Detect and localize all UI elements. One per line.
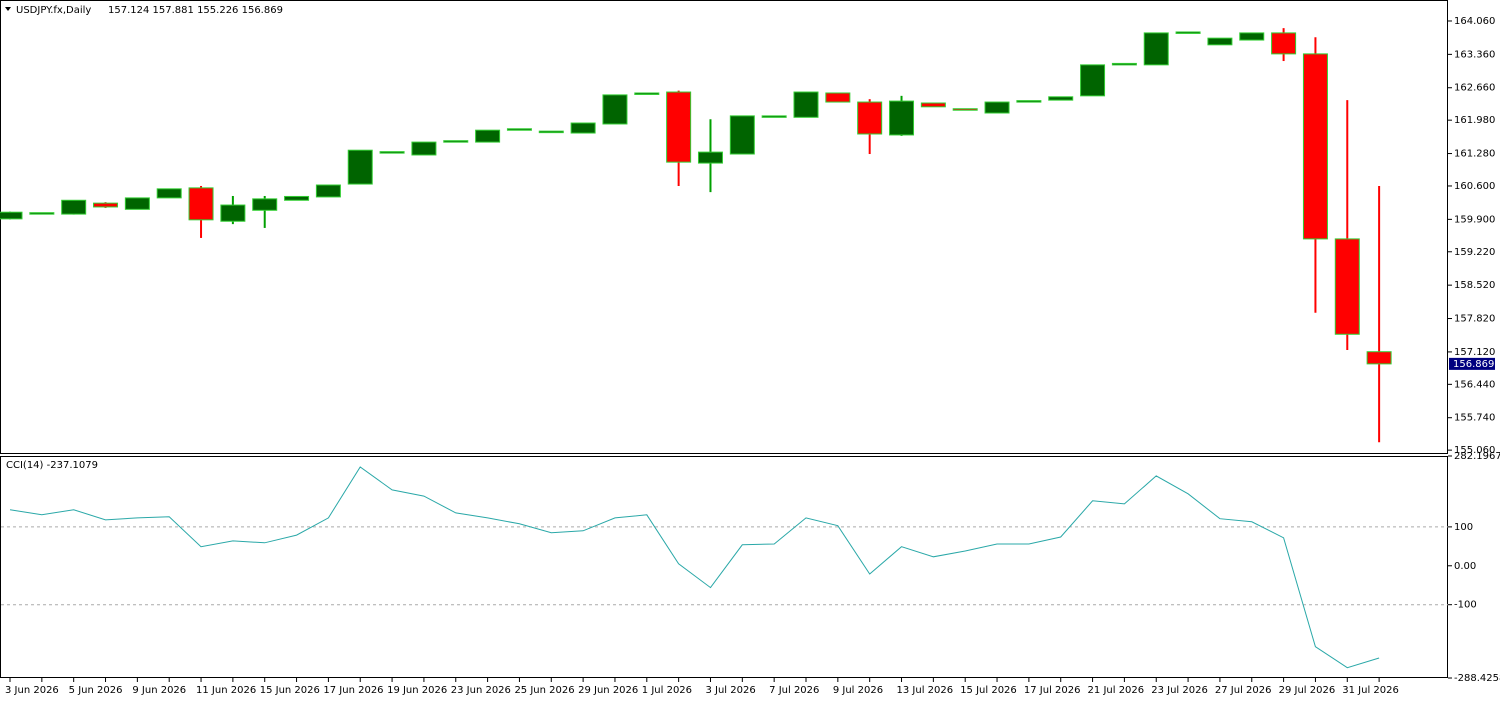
x-tick-label: 21 Jul 2026 [1088, 685, 1145, 696]
y-tick-label: -100 [1454, 600, 1477, 611]
candle-body [1334, 238, 1360, 335]
y-tick-label: 156.440 [1454, 379, 1495, 390]
candle-body [93, 202, 119, 208]
y-tick-label: 163.360 [1454, 49, 1495, 60]
candle-body [124, 197, 150, 210]
candle-body [920, 102, 946, 108]
candle-body [1302, 53, 1328, 240]
x-tick-label: 23 Jun 2026 [451, 685, 511, 696]
candle-body [506, 128, 532, 131]
y-tick-label: 0.00 [1454, 561, 1476, 572]
candle-body [284, 195, 310, 201]
candle-body [729, 115, 755, 155]
x-tick-label: 29 Jul 2026 [1279, 685, 1336, 696]
cci-line [9, 466, 1380, 669]
candle-body [411, 141, 437, 156]
candle-body [1207, 37, 1233, 46]
x-tick-label: 25 Jun 2026 [514, 685, 574, 696]
ohlc-header: 157.124 157.881 155.226 156.869 [108, 5, 283, 16]
candle-body [1111, 62, 1137, 66]
candle-body [220, 204, 246, 222]
y-tick-label: 282.1967 [1454, 451, 1500, 462]
current-price-box [1449, 357, 1495, 370]
y-tick-label: 162.660 [1454, 83, 1495, 94]
candle-body [984, 101, 1010, 114]
x-tick-label: 17 Jul 2026 [1024, 685, 1081, 696]
candle-body [475, 129, 501, 143]
candle-body [0, 211, 23, 220]
candle-body [29, 212, 55, 215]
candle-body [1271, 32, 1297, 55]
candle-body [347, 149, 373, 185]
y-tick-label: -288.4258 [1454, 673, 1500, 684]
y-tick-label: 159.900 [1454, 214, 1495, 225]
cci-panel-frame [0, 456, 1448, 678]
candle-body [666, 91, 692, 163]
candle-body [1366, 351, 1392, 365]
candle-body [538, 130, 564, 134]
candle-body [379, 151, 405, 154]
candle-body [889, 100, 915, 136]
x-tick-label: 15 Jul 2026 [960, 685, 1017, 696]
y-tick-label: 157.820 [1454, 314, 1495, 325]
candle-body [315, 184, 341, 198]
y-tick-label: 161.280 [1454, 149, 1495, 160]
candle-body [634, 92, 660, 95]
y-tick-label: 155.740 [1454, 413, 1495, 424]
candle-body [252, 198, 278, 211]
candle-body [156, 188, 182, 199]
candle-body [761, 115, 787, 118]
x-tick-label: 7 Jul 2026 [769, 685, 819, 696]
x-tick-label: 5 Jun 2026 [69, 685, 123, 696]
y-tick-label: 161.980 [1454, 115, 1495, 126]
candle-body [188, 187, 214, 221]
x-tick-label: 31 Jul 2026 [1342, 685, 1399, 696]
x-tick-label: 19 Jun 2026 [387, 685, 447, 696]
y-tick-label: 155.060 [1454, 445, 1495, 456]
x-tick-label: 23 Jul 2026 [1151, 685, 1208, 696]
x-tick-label: 9 Jul 2026 [833, 685, 883, 696]
x-tick-label: 9 Jun 2026 [132, 685, 186, 696]
x-tick-label: 11 Jun 2026 [196, 685, 256, 696]
x-tick-label: 13 Jul 2026 [897, 685, 954, 696]
x-tick-label: 17 Jun 2026 [323, 685, 383, 696]
candle-body [1175, 31, 1201, 34]
candle-body [443, 140, 469, 143]
cci-title: CCI(14) -237.1079 [6, 460, 98, 471]
candle-body [793, 91, 819, 118]
y-tick-label: 158.520 [1454, 280, 1495, 291]
candle-body [1143, 32, 1169, 66]
y-tick-label: 157.120 [1454, 347, 1495, 358]
y-tick-label: 159.220 [1454, 247, 1495, 258]
x-tick-label: 27 Jul 2026 [1215, 685, 1272, 696]
x-tick-label: 15 Jun 2026 [260, 685, 320, 696]
candle-body [1239, 32, 1265, 41]
symbol-title: USDJPY.fx,Daily [16, 5, 91, 16]
candle-body [1048, 96, 1074, 101]
candle-body [697, 151, 723, 164]
x-tick-label: 1 Jul 2026 [642, 685, 692, 696]
x-tick-label: 29 Jun 2026 [578, 685, 638, 696]
candle-body [602, 94, 628, 125]
main-panel-frame [0, 0, 1448, 454]
candle-body [825, 92, 851, 103]
candle-body [1080, 64, 1106, 97]
candle-body [61, 199, 87, 215]
y-tick-label: 160.600 [1454, 181, 1495, 192]
menu-arrow[interactable] [5, 7, 11, 11]
y-tick-label: 164.060 [1454, 16, 1495, 27]
candle-body [570, 122, 596, 134]
x-tick-label: 3 Jul 2026 [705, 685, 755, 696]
candle-body [952, 108, 978, 111]
candle-body [857, 101, 883, 135]
x-tick-label: 3 Jun 2026 [5, 685, 59, 696]
candle-body [1016, 100, 1042, 103]
current-price-label: 156.869 [1453, 359, 1494, 370]
y-tick-label: 100 [1454, 522, 1473, 533]
